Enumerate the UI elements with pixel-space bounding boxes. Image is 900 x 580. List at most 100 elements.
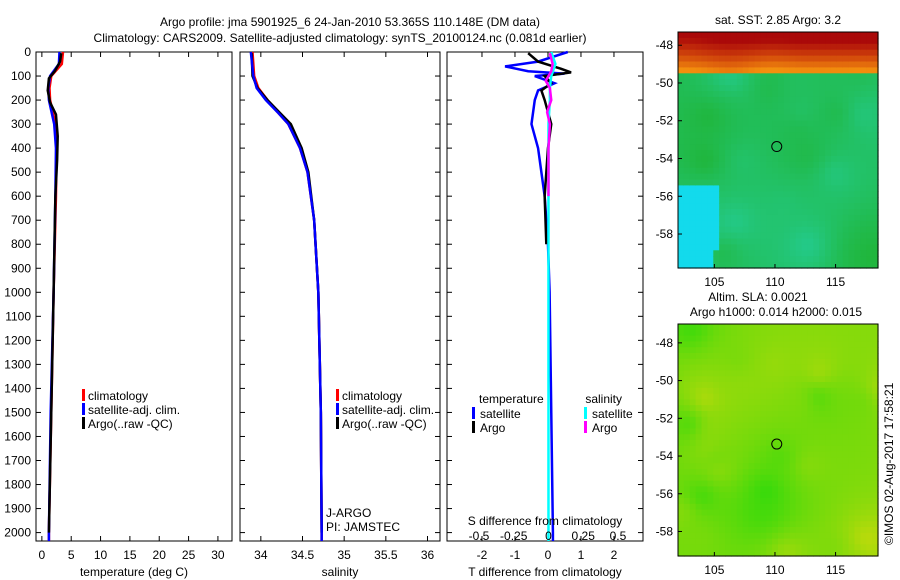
map-cell: [795, 428, 803, 435]
map-cell: [678, 55, 685, 63]
map-cell: [866, 108, 873, 116]
map-cell: [695, 49, 703, 57]
map-cell: [742, 329, 750, 337]
map-cell: [725, 61, 732, 68]
map-cell: [813, 49, 820, 57]
map-cell: [678, 256, 685, 263]
map-cell: [689, 393, 697, 400]
map-cell: [689, 509, 697, 516]
map-cell: [795, 532, 803, 540]
map-cell: [713, 91, 720, 98]
map-cell: [830, 411, 838, 418]
map-cell: [730, 353, 738, 360]
map-cell: [748, 96, 756, 104]
map-cell: [701, 91, 709, 98]
map-cell: [754, 428, 761, 435]
legend-title-salinity: salinity: [585, 392, 622, 406]
map-cell: [830, 161, 838, 169]
map-cell: [760, 544, 767, 551]
map-cell: [825, 244, 832, 251]
map-cell: [701, 43, 709, 51]
map-cell: [795, 43, 803, 51]
map-cell: [842, 440, 850, 447]
map-cell: [683, 405, 691, 412]
map-cell: [854, 37, 861, 45]
map-cell: [825, 451, 832, 458]
map-cell: [695, 250, 703, 257]
map-cell: [860, 358, 867, 366]
map-cell: [695, 411, 703, 418]
map-cell: [813, 85, 820, 92]
map-cell: [736, 480, 744, 487]
map-cell: [795, 114, 803, 122]
map-cell: [725, 126, 732, 133]
map-cell: [736, 108, 744, 116]
map-cell: [854, 411, 861, 418]
map-cell: [807, 214, 814, 222]
map-cell: [695, 550, 703, 557]
map-cell: [819, 203, 826, 210]
map-cell: [819, 411, 826, 418]
map-cell: [760, 387, 767, 395]
map-cell: [678, 469, 685, 476]
map-cell: [848, 399, 856, 406]
map-cell: [842, 144, 850, 151]
map-cell: [825, 220, 832, 228]
map-cell: [760, 440, 767, 447]
map-cell: [778, 49, 785, 57]
map-cell: [707, 102, 714, 110]
map-cell: [860, 527, 867, 534]
map-cell: [778, 244, 785, 251]
map-cell: [754, 550, 761, 557]
map-cell: [748, 544, 756, 551]
map-cell: [783, 469, 791, 476]
map-cell: [813, 538, 820, 545]
map-cell: [860, 102, 867, 110]
map-cell: [725, 185, 732, 192]
map-cell: [801, 49, 809, 57]
map-cell: [778, 126, 785, 133]
map-cell: [707, 515, 714, 522]
map-cell: [766, 32, 773, 39]
map-cell: [836, 85, 844, 92]
map-cell: [736, 341, 744, 348]
map-cell: [736, 161, 744, 169]
map-cell: [736, 114, 744, 122]
map-cell: [836, 364, 844, 371]
map-cell: [813, 32, 820, 39]
map-cell: [683, 155, 691, 163]
map-cell: [678, 416, 685, 424]
map-cell: [848, 67, 856, 74]
map-cell: [830, 232, 838, 240]
map-cell: [695, 120, 703, 127]
map-cell: [772, 108, 779, 116]
map-cell: [725, 226, 732, 234]
map-cell: [678, 238, 685, 245]
map-cell: [807, 43, 814, 51]
panel-sal: 34 34.5 35 35.5 36salinityclimatologysatelli…: [239, 51, 441, 579]
map-cell: [819, 515, 826, 522]
map-cell: [713, 150, 720, 157]
map-cell: [760, 469, 767, 476]
map-cell: [854, 416, 861, 424]
map-cell: [866, 179, 873, 186]
map-cell: [742, 191, 750, 198]
map-cell: [701, 32, 709, 39]
map-cell: [825, 120, 832, 127]
map-cell: [707, 209, 714, 216]
map-cell: [783, 335, 791, 342]
map-cell: [719, 61, 726, 68]
map-cell: [795, 353, 803, 360]
map-cell: [789, 544, 797, 551]
map-cell: [719, 150, 726, 157]
map-cell: [742, 457, 750, 464]
map-cell: [719, 422, 726, 429]
map-cell: [713, 214, 720, 222]
map-cell: [801, 238, 809, 245]
map-cell: [725, 544, 732, 551]
map-cell: [854, 43, 861, 51]
map-cell: [795, 126, 803, 133]
map-cell: [795, 250, 803, 257]
map-cell: [872, 492, 879, 499]
map-cell: [713, 167, 720, 175]
